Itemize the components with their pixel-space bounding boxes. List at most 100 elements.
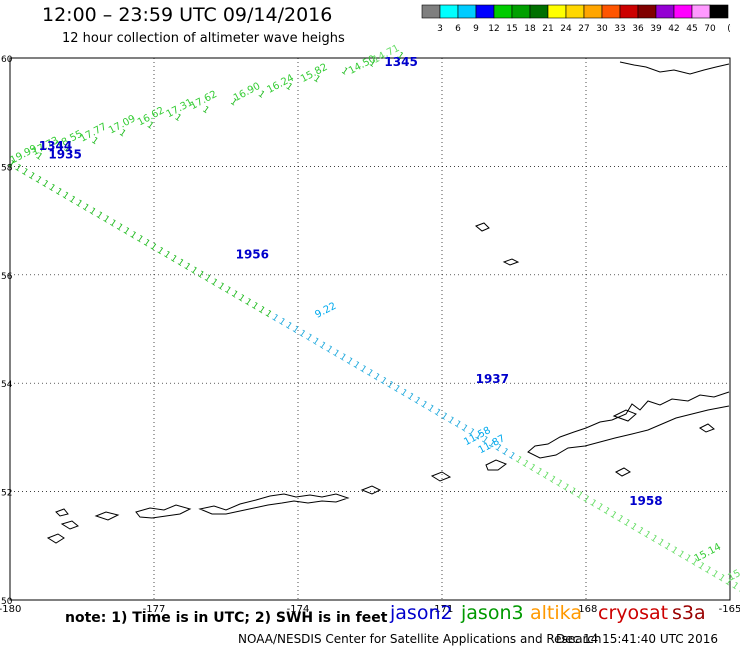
track-mark: 1 xyxy=(567,486,577,497)
track-mark: 1 xyxy=(256,305,266,316)
track-mark: 1 xyxy=(696,561,706,572)
colorbar-unit: (ft) xyxy=(727,24,731,34)
track-mark: 1 xyxy=(547,474,557,485)
track-mark: 1 xyxy=(601,506,611,517)
colorbar-label: 70 xyxy=(704,24,716,34)
colorbar-label: 9 xyxy=(473,24,479,34)
track-mark: 1 xyxy=(716,573,726,584)
colorbar-label: 45 xyxy=(686,24,697,34)
track-mark: 1 xyxy=(533,466,543,477)
islands-of-four-mountains xyxy=(360,485,382,495)
umnak-island xyxy=(430,471,452,482)
swh-label: 15.14 xyxy=(693,542,723,565)
x-tick-label: -168 xyxy=(575,604,598,615)
satellite-track-layer: 1111111111111111111111111111111111111111… xyxy=(6,51,740,597)
track-mark: 1 xyxy=(513,455,523,466)
track-label-layer: 14.7114.5015.8216.2416.9017.6217.3116.62… xyxy=(9,43,740,584)
track-mark: 1 xyxy=(385,380,395,391)
track-mark: 1 xyxy=(189,265,199,276)
track-mark: 1 xyxy=(173,113,183,124)
track-mark: 1 xyxy=(53,187,63,198)
y-tick-label: 54 xyxy=(1,380,13,390)
track-mark: 1 xyxy=(145,120,155,131)
track-mark: 1 xyxy=(395,51,405,62)
track-mark: 1 xyxy=(134,234,144,245)
track-mark: 1 xyxy=(676,549,686,560)
swh-label: 16.90 xyxy=(232,81,262,104)
track-mark: 1 xyxy=(243,297,253,308)
aleutian-islands-west-a xyxy=(135,504,192,519)
track-mark: 1 xyxy=(155,246,165,257)
swh-label: 16.24 xyxy=(265,73,295,96)
track-mark: 1 xyxy=(249,301,259,312)
x-tick-label: -171 xyxy=(431,604,454,615)
track-mark: 1 xyxy=(439,411,449,422)
track-mark: 1 xyxy=(736,585,740,596)
track-mark: 1 xyxy=(26,171,36,182)
track-mark: 1 xyxy=(337,352,347,363)
track-mark: 1 xyxy=(283,321,293,332)
colorbar-swatch xyxy=(709,4,729,19)
track-mark: 1 xyxy=(581,494,591,505)
time-label: 1345 xyxy=(384,55,417,69)
colorbar-label: 42 xyxy=(668,24,679,34)
pribilof-st-george xyxy=(502,258,520,266)
track-mark: 1 xyxy=(594,502,604,513)
track-mark: 1 xyxy=(128,230,138,241)
track-mark: 1 xyxy=(161,250,171,261)
track-mark: 1 xyxy=(703,565,713,576)
track-mark: 1 xyxy=(33,175,43,186)
track-mark: 1 xyxy=(500,447,510,458)
track-mark: 1 xyxy=(344,356,354,367)
track-mark: 1 xyxy=(682,553,692,564)
y-tick-label: 60 xyxy=(1,55,13,65)
swh-label: 14.50 xyxy=(347,54,377,77)
track-mark: 1 xyxy=(574,490,584,501)
track-mark: 1 xyxy=(60,191,70,202)
track-mark: 1 xyxy=(364,368,374,379)
track-mark: 1 xyxy=(432,407,442,418)
colorbar-label: 24 xyxy=(560,24,572,34)
track-mark: 1 xyxy=(628,522,638,533)
track-mark: 1 xyxy=(367,58,377,69)
track-mark: 1 xyxy=(331,348,341,359)
track-mark: 1 xyxy=(34,151,44,162)
shumagin-islands-a xyxy=(615,467,631,477)
track-mark: 1 xyxy=(540,470,550,481)
alaska-peninsula-coast xyxy=(527,391,730,459)
aleutian-islands-central xyxy=(198,493,350,515)
track-mark: 1 xyxy=(473,431,483,442)
track-mark: 1 xyxy=(222,285,232,296)
track-mark: 1 xyxy=(506,451,516,462)
track-mark: 1 xyxy=(175,258,185,269)
map-subtitle: 12 hour collection of altimeter wave hei… xyxy=(62,31,345,46)
track-mark: 1 xyxy=(67,194,77,205)
legend-s3a: s3a xyxy=(672,602,706,624)
track-mark: 1 xyxy=(200,105,210,116)
track-mark: 1 xyxy=(141,238,151,249)
track-mark: 1 xyxy=(94,210,104,221)
track-mark: 1 xyxy=(554,478,564,489)
track-mark: 1 xyxy=(114,222,124,233)
track-mark: 1 xyxy=(270,313,280,324)
track-mark: 1 xyxy=(520,459,530,470)
track-mark: 1 xyxy=(216,281,226,292)
track-mark: 1 xyxy=(317,340,327,351)
track-mark: 1 xyxy=(709,569,719,580)
track-mark: 1 xyxy=(621,518,631,529)
near-islands-a xyxy=(46,533,65,544)
track-mark: 1 xyxy=(648,533,658,544)
track-mark: 1 xyxy=(40,179,50,190)
map-border xyxy=(9,57,731,601)
track-mark: 1 xyxy=(479,435,489,446)
track-mark: 1 xyxy=(378,376,388,387)
track-mark: 1 xyxy=(486,439,496,450)
x-tick-label: -165 xyxy=(719,604,740,615)
track-mark: 1 xyxy=(80,202,90,213)
track-mark: 1 xyxy=(202,273,212,284)
colorbar-swatches xyxy=(421,4,729,19)
track-mark: 1 xyxy=(419,399,429,410)
colorbar-label: 15 xyxy=(506,24,517,34)
track-mark: 1 xyxy=(276,317,286,328)
